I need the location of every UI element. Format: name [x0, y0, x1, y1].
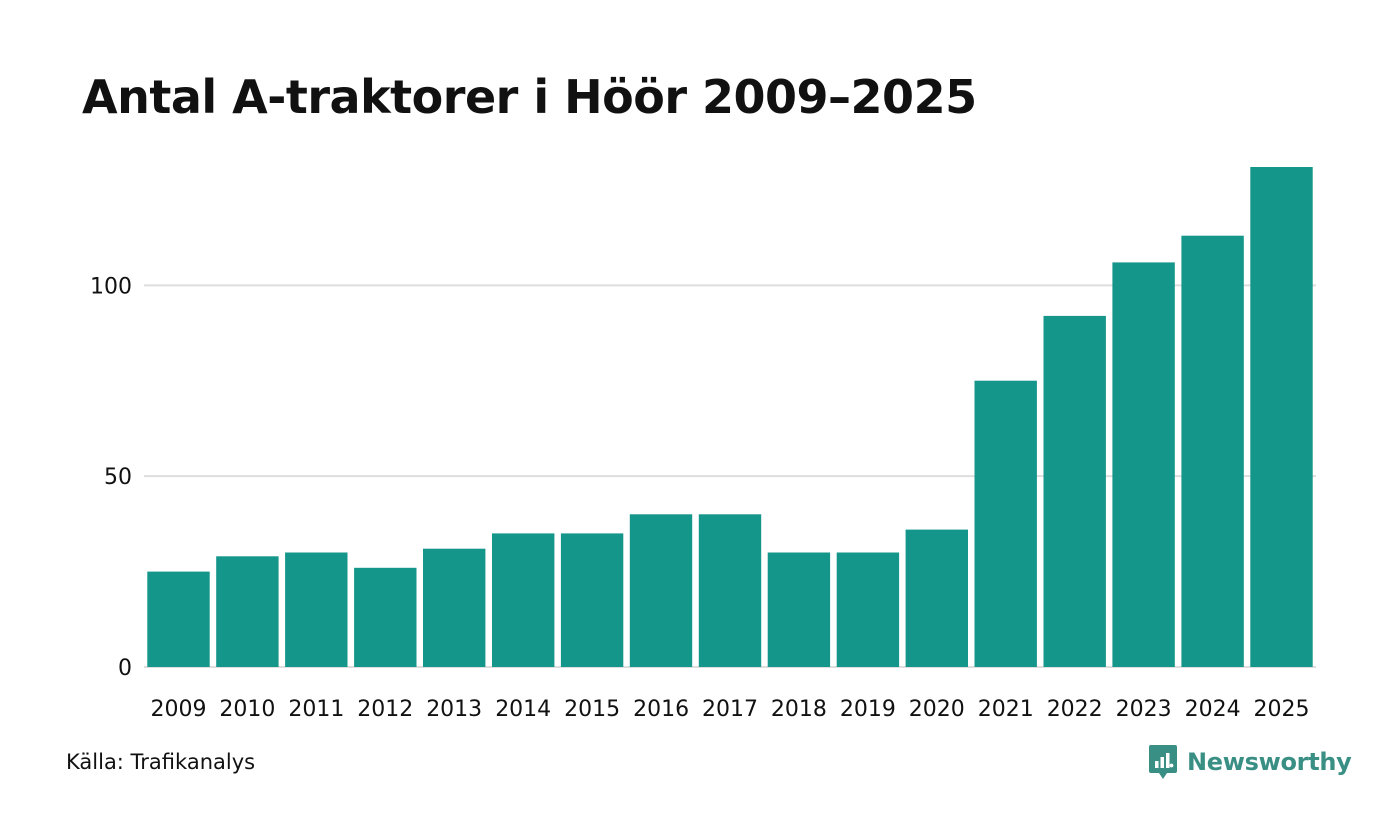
x-tick-label: 2025 [1254, 697, 1310, 722]
source-note: Källa: Trafikanalys [66, 750, 256, 774]
bar-2021 [974, 380, 1037, 667]
x-tick-label: 2020 [909, 697, 965, 722]
x-tick-label: 2024 [1185, 697, 1241, 722]
y-tick-label: 50 [104, 465, 132, 490]
bar-2022 [1043, 315, 1106, 667]
bar-2009 [147, 571, 210, 667]
y-axis-ticks: 0 50 100 [90, 274, 132, 681]
x-tick-label: 2011 [288, 697, 344, 722]
bar-2025 [1250, 167, 1313, 667]
bars [147, 167, 1313, 667]
bar-2014 [492, 533, 555, 667]
x-tick-label: 2018 [771, 697, 827, 722]
x-tick-label: 2017 [702, 697, 758, 722]
x-tick-label: 2014 [495, 697, 551, 722]
brand-logo[interactable]: Newsworthy [1148, 744, 1352, 780]
bar-2018 [767, 552, 831, 667]
bar-2020 [905, 529, 968, 667]
bar-2017 [698, 514, 762, 667]
x-tick-label: 2021 [978, 697, 1034, 722]
bar-2019 [836, 552, 900, 667]
x-tick-label: 2019 [840, 697, 896, 722]
x-tick-label: 2009 [151, 697, 207, 722]
y-tick-label: 0 [118, 656, 132, 681]
brand-name: Newsworthy [1187, 748, 1352, 776]
x-tick-label: 2012 [357, 697, 413, 722]
chart-title: Antal A-traktorer i Höör 2009–2025 [82, 70, 977, 124]
x-tick-label: 2022 [1047, 697, 1103, 722]
bar-2013 [423, 548, 486, 667]
x-tick-label: 2015 [564, 697, 620, 722]
bar-2010 [216, 556, 279, 667]
bar-2011 [285, 552, 348, 667]
x-axis-ticks: 2009 2010 2011 2012 2013 2014 2015 2016 2017 2018… [151, 697, 1310, 722]
bar-2015 [560, 533, 624, 667]
x-tick-label: 2010 [219, 697, 275, 722]
x-tick-label: 2013 [426, 697, 482, 722]
x-tick-label: 2016 [633, 697, 689, 722]
bar-2016 [629, 514, 693, 667]
newsworthy-logo-icon [1149, 745, 1177, 779]
y-tick-label: 100 [90, 274, 132, 299]
x-tick-label: 2023 [1116, 697, 1172, 722]
bar-2024 [1181, 235, 1244, 667]
bar-2012 [354, 567, 417, 667]
bar-2023 [1112, 262, 1175, 667]
